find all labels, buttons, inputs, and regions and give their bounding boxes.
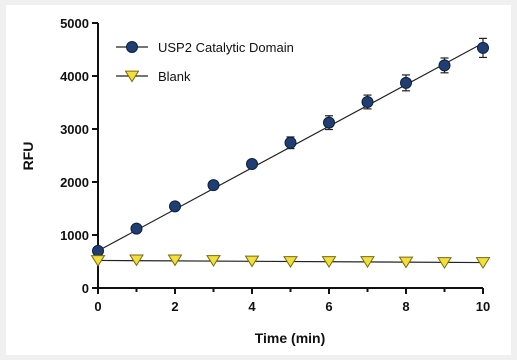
x-tick-label: 8 (402, 299, 409, 314)
y-tick-label: 2000 (60, 175, 89, 190)
data-point (169, 200, 181, 213)
data-point (323, 116, 335, 129)
data-point (283, 256, 298, 268)
x-tick-label: 0 (94, 299, 101, 314)
data-point (400, 76, 412, 89)
chart-card: 0 1000 2000 3000 4000 5000 0 2 4 6 8 10 USP2 Catal… (6, 5, 511, 355)
y-axis-title: RFU (20, 142, 36, 171)
series-0 (92, 37, 489, 257)
x-axis-title: Time (min) (255, 330, 326, 346)
data-point (129, 254, 144, 267)
legend-label: Blank (158, 69, 191, 84)
x-tick-label: 6 (325, 299, 332, 314)
series-1 (90, 254, 491, 270)
data-point (475, 257, 491, 270)
data-point (206, 255, 221, 267)
y-tick-label: 1000 (60, 228, 89, 243)
data-point (361, 95, 374, 108)
legend-marker (124, 70, 140, 83)
legend: USP2 Catalytic Domain Blank (116, 40, 294, 84)
data-point (90, 255, 106, 267)
data-point (246, 157, 258, 170)
series-layer (90, 37, 491, 270)
y-ticks: 0 1000 2000 3000 4000 5000 (60, 16, 98, 296)
y-tick-label: 3000 (60, 122, 89, 137)
x-ticks: 0 2 4 6 8 10 (94, 288, 490, 314)
chart: 0 1000 2000 3000 4000 5000 0 2 4 6 8 10 USP2 Catal… (20, 16, 491, 346)
data-point (167, 254, 183, 267)
y-tick-label: 0 (82, 281, 89, 296)
x-tick-label: 4 (248, 299, 256, 314)
legend-label: USP2 Catalytic Domain (158, 40, 294, 55)
x-tick-label: 2 (171, 299, 178, 314)
y-tick-label: 4000 (60, 69, 89, 84)
data-point (398, 256, 414, 269)
data-point (92, 244, 104, 257)
legend-marker (126, 41, 138, 53)
data-point (360, 256, 375, 268)
data-point (284, 136, 297, 149)
data-point (207, 179, 220, 192)
data-point (477, 41, 489, 54)
data-point (321, 256, 337, 268)
data-point (130, 222, 143, 235)
data-point (437, 257, 452, 270)
y-tick-label: 5000 (60, 16, 89, 31)
x-tick-label: 10 (476, 299, 490, 314)
data-point (438, 59, 451, 72)
data-point (244, 255, 260, 268)
